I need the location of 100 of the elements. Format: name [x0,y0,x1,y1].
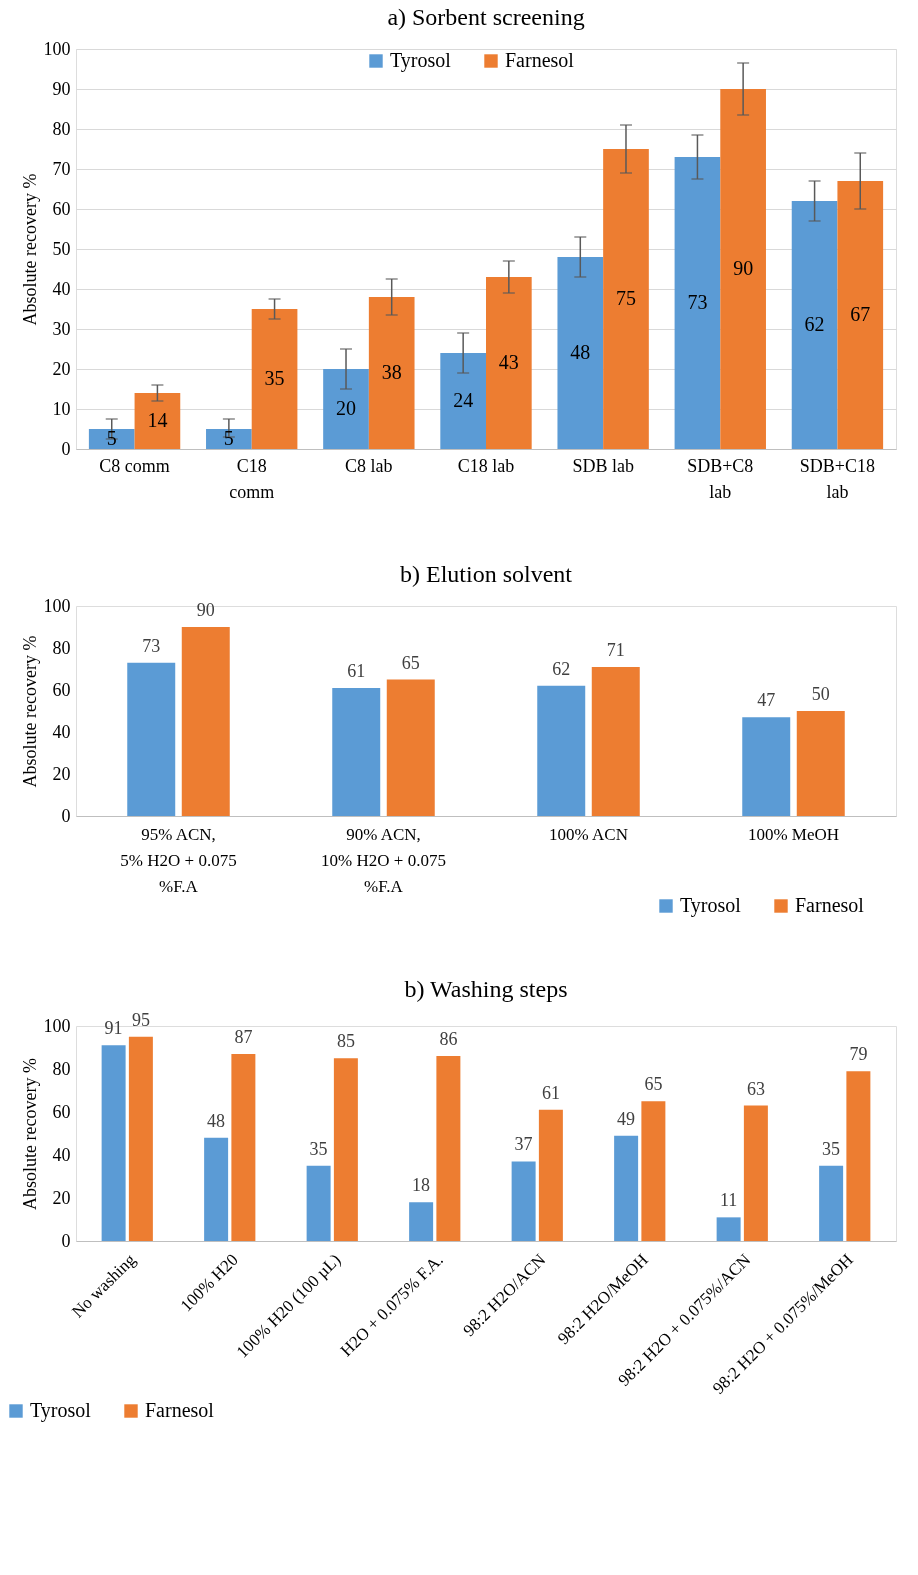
data-label: 62 [552,658,571,679]
data-label: 37 [514,1134,533,1155]
bar [486,277,532,449]
bar [796,711,845,816]
bar [333,1058,358,1241]
x-tick-label: 95% ACN, 5% H2O + 0.075 %F.A [120,824,237,896]
data-label: 63 [746,1078,765,1099]
bar [641,1101,666,1241]
data-label: 50 [811,684,830,704]
data-label: 65 [644,1074,663,1095]
x-tick-label: 100% ACN [549,824,628,844]
data-label: 48 [570,341,591,363]
bar [306,1165,331,1241]
x-tick-label: C8 lab [345,455,393,476]
y-tick-label: 40 [52,1144,71,1165]
legend-label: Tyrosol [30,1399,92,1422]
y-tick-label: 100 [43,595,71,616]
data-label: 38 [381,361,402,383]
data-label: 90 [196,600,215,620]
data-label: 73 [687,291,708,313]
y-tick-label: 20 [52,1187,71,1208]
data-label: 91 [104,1018,123,1039]
legend-label: Farnesol [795,894,865,916]
bar [386,679,435,816]
y-tick-label: 20 [52,763,71,784]
data-label: 73 [142,635,161,656]
x-tick-label: SDB lab [572,455,634,476]
data-label: 61 [347,660,366,681]
bar [614,1135,639,1241]
chart-title: b) Washing steps [404,975,568,1002]
data-label: 24 [453,389,474,411]
y-tick-label: 60 [52,198,71,219]
bar [332,687,381,816]
bar [181,627,230,816]
y-tick-label: 10 [52,398,71,419]
y-axis-title: Absolute recovery % [19,1058,40,1210]
y-tick-label: 0 [61,805,71,826]
bar [674,157,721,449]
bar [88,429,135,449]
data-label: 62 [804,313,825,335]
x-tick-label: C18 comm [229,455,275,502]
data-label: 86 [439,1029,458,1050]
bar [603,149,649,449]
y-tick-label: 80 [52,637,71,658]
y-tick-label: 70 [52,158,71,179]
data-label: 14 [147,409,168,431]
y-tick-label: 100 [43,1015,71,1036]
data-label: 67 [850,303,871,325]
y-axis-title: Absolute recovery % [19,173,40,326]
data-label: 49 [617,1108,636,1129]
bar [720,89,766,449]
data-label: 48 [207,1110,226,1131]
bar [204,1137,229,1241]
x-tick-label: 90% ACN, 10% H2O + 0.075 %F.A [321,824,446,896]
legend-label: Tyrosol [390,49,452,72]
bar [837,181,884,449]
y-tick-label: 60 [52,679,71,700]
data-label: 95 [131,1009,150,1030]
bar [251,309,298,449]
y-tick-label: 50 [52,238,71,259]
bar [537,685,586,816]
y-tick-label: 60 [52,1101,71,1122]
x-tick-label: SDB+C18 lab [799,455,876,502]
bar [128,1036,153,1241]
bar [591,666,640,816]
data-label: 5 [106,427,117,449]
bar [368,297,415,449]
data-label: 87 [234,1026,253,1047]
bar [323,369,369,449]
data-label: 75 [615,287,636,309]
y-tick-label: 80 [52,1058,71,1079]
y-tick-label: 40 [52,278,71,299]
legend-label: Tyrosol [680,894,742,917]
bar [743,1105,768,1241]
bar [409,1202,434,1241]
x-tick-label: C18 lab [457,455,515,476]
bar [511,1161,536,1241]
y-tick-label: 0 [61,438,71,459]
legend-label: Farnesol [505,49,575,71]
data-label: 35 [822,1138,841,1159]
chart-title: b) Elution solvent [400,561,573,587]
bar [231,1053,256,1241]
bar [134,393,181,449]
chart-title: a) Sorbent screening [387,4,585,30]
bar [101,1045,126,1241]
x-tick-label: C8 comm [99,455,170,476]
x-tick-label: SDB+C8 lab [687,455,754,502]
data-label: 47 [757,690,776,711]
bar [846,1071,871,1241]
y-tick-label: 20 [52,358,71,379]
y-tick-label: 40 [52,721,71,742]
y-tick-label: 80 [52,118,71,139]
bar [791,201,838,449]
bar [742,717,791,816]
y-tick-label: 0 [61,1230,71,1251]
data-label: 61 [541,1082,560,1103]
data-label: 35 [309,1138,328,1159]
y-axis-title: Absolute recovery % [19,635,40,788]
data-label: 43 [498,351,519,373]
bar [557,257,604,449]
